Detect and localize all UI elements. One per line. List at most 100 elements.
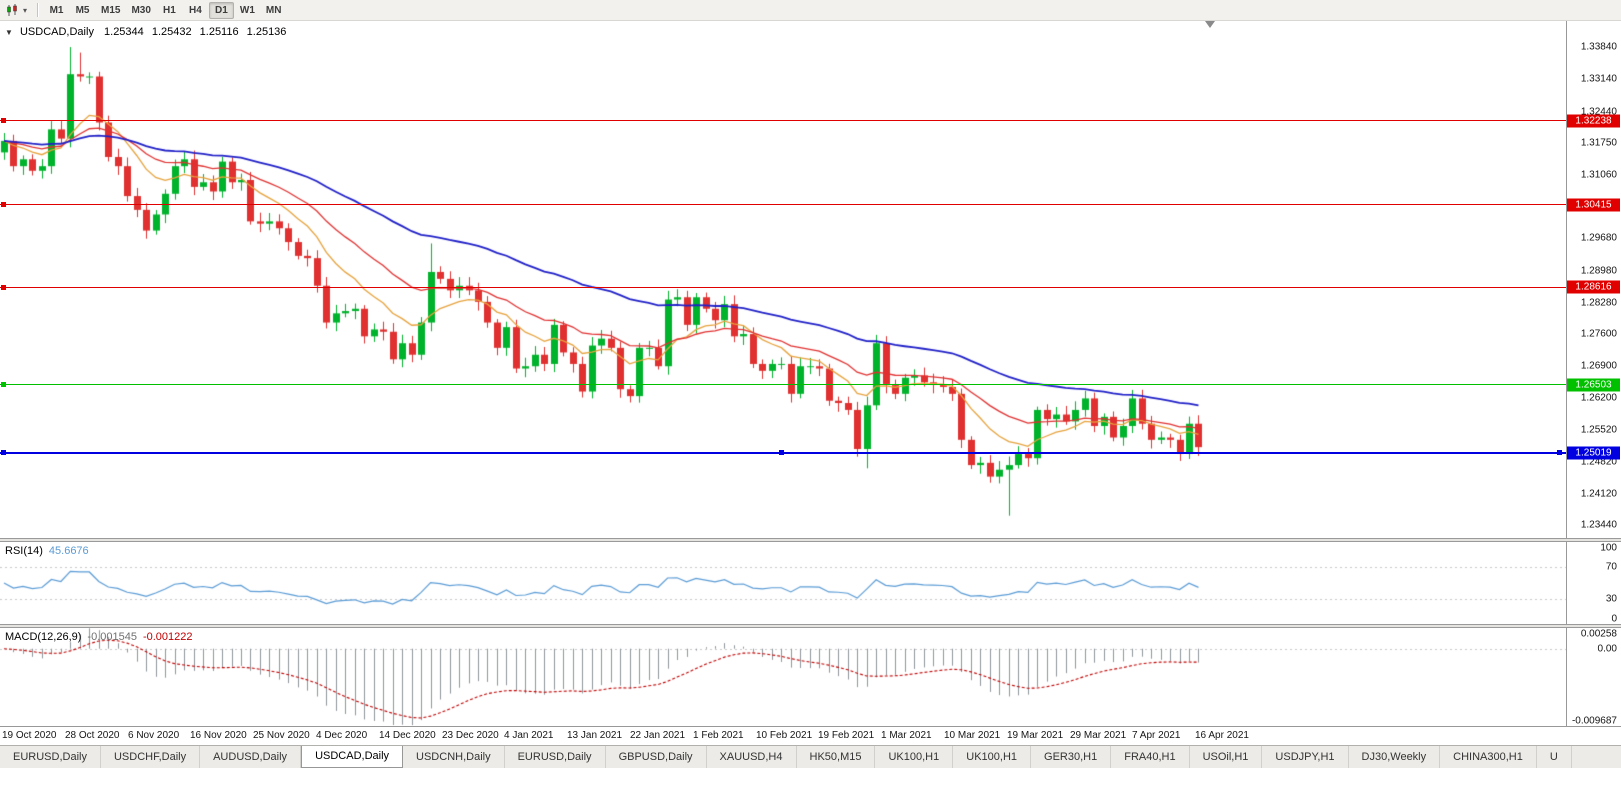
time-axis-label: 28 Oct 2020 (65, 730, 120, 741)
price-axis-tick: 1.28280 (1580, 297, 1617, 309)
chart-tab[interactable]: GBPUSD,Daily (606, 746, 707, 768)
price-axis-tick: 1.28980 (1580, 265, 1617, 277)
price-tag: 1.25019 (1567, 446, 1620, 460)
time-axis-label: 10 Feb 2021 (756, 730, 813, 741)
chart-tab[interactable]: USDCNH,Daily (403, 746, 505, 768)
time-axis-label: 23 Dec 2020 (442, 730, 499, 741)
macd-label: MACD(12,26,9) -0.001545 -0.001222 (5, 631, 199, 643)
chart-tab[interactable]: FRA40,H1 (1111, 746, 1190, 768)
time-axis-label: 1 Mar 2021 (881, 730, 932, 741)
chart-tab[interactable]: USOil,H1 (1190, 746, 1263, 768)
candlestick-chart-canvas[interactable] (0, 21, 1566, 538)
macd-canvas[interactable] (0, 628, 1566, 726)
timeframe-toolbar: ▾ M1 M5 M15 M30 H1 H4 D1 W1 MN (0, 0, 1621, 21)
horizontal-line[interactable] (0, 204, 1566, 206)
chart-type-dropdown-icon[interactable]: ▾ (23, 5, 28, 15)
price-axis-tick: 1.31060 (1580, 169, 1617, 181)
chart-tab[interactable]: USDCAD,Daily (301, 746, 404, 768)
price-axis-tick: 1.31750 (1580, 137, 1617, 149)
chart-tab[interactable]: EURUSD,Daily (0, 746, 101, 768)
price-tag: 1.28616 (1567, 280, 1620, 294)
macd-axis-tick: -0.009687 (1571, 715, 1617, 727)
price-tag: 1.30415 (1567, 198, 1620, 212)
price-axis-tick: 1.26200 (1580, 392, 1617, 404)
price-axis-tick: 1.23440 (1580, 519, 1617, 531)
time-axis-label: 4 Jan 2021 (504, 730, 554, 741)
chart-tab[interactable]: USDCHF,Daily (101, 746, 201, 768)
price-axis-tick: 1.29680 (1580, 232, 1617, 244)
chart-tab[interactable]: CHINA300,H1 (1440, 746, 1537, 768)
chart-tab[interactable]: DJ30,Weekly (1349, 746, 1441, 768)
time-axis-label: 19 Mar 2021 (1007, 730, 1064, 741)
timeframe-buttons: M1 M5 M15 M30 H1 H4 D1 W1 MN (44, 1, 287, 19)
chart-tab[interactable]: UK100,H1 (875, 746, 954, 768)
rsi-canvas[interactable] (0, 542, 1566, 624)
price-axis-tick: 1.27600 (1580, 328, 1617, 340)
collapse-chart-icon[interactable]: ▼ (5, 28, 13, 37)
price-axis-tick: 1.33840 (1580, 41, 1617, 53)
time-axis-label: 7 Apr 2021 (1132, 730, 1181, 741)
timeframe-button-h4[interactable]: H4 (189, 4, 202, 16)
line-handle[interactable] (1, 382, 6, 387)
pane-splitter[interactable] (0, 624, 1621, 628)
price-tag: 1.26503 (1567, 378, 1620, 391)
macd-axis-tick: 0.00 (1597, 643, 1617, 655)
rsi-pane: RSI(14) 45.6676 100 70 30 0 (0, 542, 1621, 625)
time-axis-label: 6 Nov 2020 (128, 730, 180, 741)
line-handle[interactable] (1, 284, 6, 290)
line-handle[interactable] (1, 450, 6, 456)
rsi-label: RSI(14) 45.6676 (5, 545, 95, 557)
timeframe-button-h1[interactable]: H1 (163, 4, 176, 16)
timeframe-button-m5[interactable]: M5 (75, 4, 90, 16)
time-axis-label: 22 Jan 2021 (630, 730, 686, 741)
chart-symbol-label: USDCAD,Daily (19, 26, 94, 38)
chart-tab[interactable]: HK50,M15 (797, 746, 876, 768)
rsi-axis-tick: 100 (1600, 542, 1617, 554)
chart-tab[interactable]: EURUSD,Daily (505, 746, 606, 768)
line-handle[interactable] (1, 118, 6, 124)
timeframe-button-m30[interactable]: M30 (131, 4, 151, 16)
horizontal-line[interactable] (0, 120, 1566, 122)
macd-name: MACD(12,26,9) (5, 631, 82, 643)
time-axis-label: 10 Mar 2021 (944, 730, 1001, 741)
rsi-axis: 100 70 30 0 (1566, 542, 1621, 625)
horizontal-line[interactable] (0, 286, 1566, 288)
chart-tab[interactable]: XAUUSD,H4 (707, 746, 797, 768)
time-axis-label: 14 Dec 2020 (379, 730, 436, 741)
time-axis-label: 19 Feb 2021 (818, 730, 875, 741)
line-handle[interactable] (1557, 450, 1562, 456)
line-handle[interactable] (1, 202, 6, 208)
time-axis-label: 16 Apr 2021 (1195, 730, 1249, 741)
chart-tab[interactable]: GER30,H1 (1031, 746, 1112, 768)
chart-tab[interactable]: UK100,H1 (953, 746, 1032, 768)
rsi-axis-tick: 70 (1605, 561, 1617, 573)
line-handle[interactable] (779, 450, 784, 456)
time-axis-label: 19 Oct 2020 (2, 730, 57, 741)
chart-tab[interactable]: U (1537, 746, 1572, 768)
macd-axis-tick: 0.00258 (1580, 628, 1617, 640)
macd-pane: MACD(12,26,9) -0.001545 -0.001222 0.00258 0… (0, 628, 1621, 727)
horizontal-line[interactable] (0, 384, 1566, 385)
rsi-value: 45.6676 (48, 545, 89, 557)
chart-ohlc-values: 1.25344 1.25432 1.25116 1.25136 (104, 26, 287, 38)
timeframe-button-w1[interactable]: W1 (239, 4, 255, 16)
chart-shift-marker[interactable] (1205, 21, 1215, 28)
timeframe-button-m15[interactable]: M15 (101, 4, 121, 16)
timeframe-button-m1[interactable]: M1 (49, 4, 64, 16)
price-axis-tick: 1.24820 (1580, 456, 1617, 468)
chart-tab[interactable]: AUDUSD,Daily (200, 746, 302, 768)
price-axis-tick: 1.33140 (1580, 73, 1617, 85)
price-axis-tick: 1.25520 (1580, 424, 1617, 436)
main-chart-pane: ▼ USDCAD,Daily 1.25344 1.25432 1.25116 1… (0, 21, 1621, 538)
macd-signal-value: -0.001222 (142, 631, 193, 643)
time-axis-label: 29 Mar 2021 (1070, 730, 1127, 741)
timeframe-button-mn[interactable]: MN (265, 4, 282, 16)
chart-tab[interactable]: USDJPY,H1 (1262, 746, 1349, 768)
chart-type-icon[interactable] (5, 3, 22, 18)
time-axis: 19 Oct 2020 28 Oct 2020 6 Nov 2020 16 Nov 2… (0, 726, 1621, 745)
pane-splitter[interactable] (0, 538, 1621, 542)
timeframe-button-d1[interactable]: D1 (208, 1, 234, 19)
time-axis-label: 4 Dec 2020 (316, 730, 368, 741)
time-axis-label: 1 Feb 2021 (693, 730, 744, 741)
